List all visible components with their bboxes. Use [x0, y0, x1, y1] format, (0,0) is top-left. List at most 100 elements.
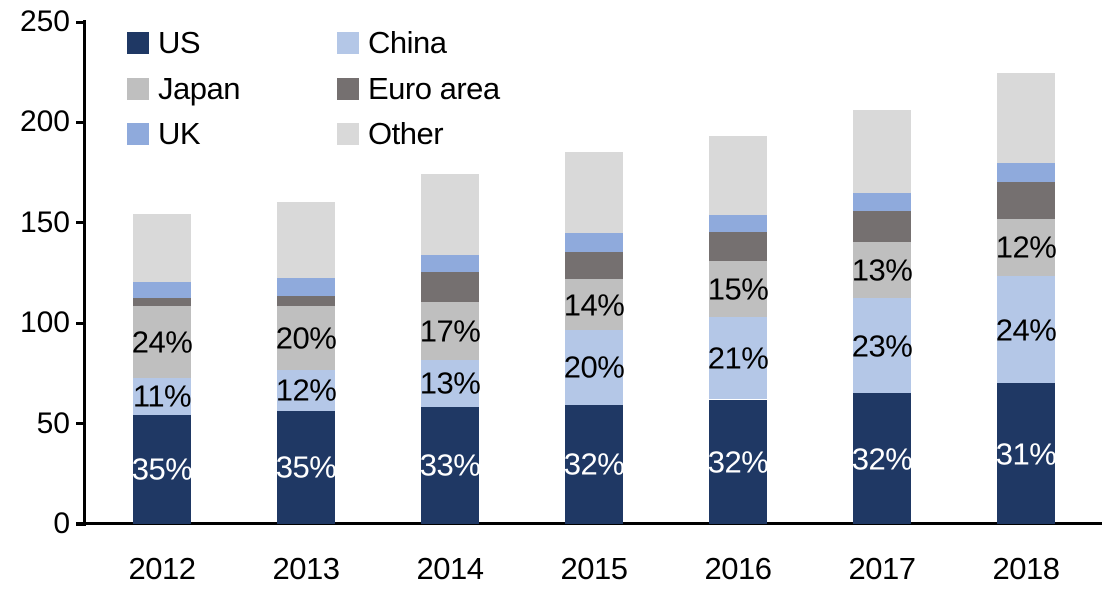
bar-2013-segment-uk	[277, 278, 335, 297]
legend-label-japan: Japan	[158, 70, 240, 106]
x-axis-label-2014: 2014	[416, 551, 484, 586]
legend-swatch-us	[127, 32, 149, 54]
legend-swatch-other	[337, 123, 359, 145]
data-label-china-2016: 21%	[707, 340, 769, 376]
bar-2014-segment-uk	[421, 254, 479, 272]
bar-2016-segment-japan	[709, 260, 767, 318]
legend-item-uk: UK	[127, 116, 201, 151]
x-axis-label-2017: 2017	[848, 551, 916, 586]
legend-label-us: US	[158, 25, 201, 60]
bar-2012-segment-euro-area	[133, 298, 191, 307]
bar-2015-segment-japan	[565, 279, 623, 331]
data-label-us-2017: 32%	[851, 441, 913, 477]
bar-2016-segment-uk	[709, 214, 767, 232]
bar-2016-segment-china	[709, 317, 767, 400]
data-label-china-2018: 24%	[995, 312, 1057, 348]
bar-2013-segment-us	[277, 410, 335, 524]
bar-2017-segment-japan	[853, 241, 911, 299]
data-label-us-2016: 32%	[707, 444, 769, 480]
legend-label-uk: UK	[158, 116, 201, 151]
x-axis-label-2015: 2015	[560, 551, 628, 586]
y-axis-tick-label: 250	[19, 5, 70, 38]
data-label-us-2014: 33%	[419, 447, 481, 483]
bar-2015-segment-us	[565, 404, 623, 524]
bar-2018-segment-other	[997, 73, 1055, 163]
y-axis-tick-label: 50	[36, 406, 70, 440]
bar-2018-segment-uk	[997, 162, 1055, 182]
bar-2013-segment-china	[277, 370, 335, 411]
legend-swatch-china	[337, 32, 359, 54]
legend-swatch-japan	[127, 77, 149, 100]
y-axis-tick	[76, 221, 84, 225]
bar-2017-segment-euro-area	[853, 210, 911, 242]
y-axis-tick-label: 200	[19, 105, 70, 139]
bar-2013-segment-euro-area	[277, 296, 335, 307]
data-label-japan-2015: 14%	[563, 287, 625, 323]
data-label-japan-2016: 15%	[707, 271, 769, 307]
bar-2014-segment-china	[421, 360, 479, 407]
x-axis-label-2013: 2013	[272, 551, 340, 586]
bar-2012-segment-uk	[133, 282, 191, 299]
x-axis-label-2016: 2016	[704, 551, 772, 586]
bar-2013-segment-other	[277, 201, 335, 278]
bar-2018-segment-euro-area	[997, 181, 1055, 219]
bar-2014-segment-euro-area	[421, 271, 479, 303]
bar-2012-segment-china	[133, 378, 191, 415]
data-label-us-2018: 31%	[995, 436, 1057, 472]
y-axis-tick-label: 100	[19, 306, 70, 340]
data-label-japan-2014: 17%	[419, 313, 481, 349]
bar-2015-segment-china	[565, 330, 623, 405]
data-label-china-2017: 23%	[851, 328, 913, 364]
legend-item-china: China	[337, 25, 447, 60]
legend-item-us: US	[127, 25, 201, 60]
data-label-china-2013: 12%	[275, 372, 337, 408]
bar-2018-segment-china	[997, 276, 1055, 384]
data-label-japan-2013: 20%	[275, 320, 337, 356]
bar-2018-segment-japan	[997, 218, 1055, 276]
bar-2017-segment-us	[853, 393, 911, 524]
bar-2014-segment-other	[421, 173, 479, 255]
legend-swatch-euro-area	[337, 77, 359, 100]
data-label-japan-2012: 24%	[131, 324, 193, 360]
bar-2012-segment-other	[133, 213, 191, 283]
x-axis-label-2018: 2018	[992, 551, 1060, 586]
legend-swatch-uk	[127, 123, 149, 145]
bar-2018-segment-us	[997, 383, 1055, 524]
y-axis-tick	[76, 321, 84, 325]
bar-2014-segment-japan	[421, 302, 479, 361]
y-axis-tick	[76, 120, 84, 124]
bar-2017-segment-uk	[853, 192, 911, 211]
legend-item-japan: Japan	[127, 70, 240, 106]
bar-2015-segment-uk	[565, 232, 623, 252]
legend-item-other: Other	[337, 116, 444, 151]
legend-item-euro-area: Euro area	[337, 70, 500, 106]
y-axis-tick	[76, 422, 84, 426]
y-axis-tick	[76, 20, 84, 24]
data-label-us-2012: 35%	[131, 451, 193, 487]
data-label-japan-2018: 12%	[995, 229, 1057, 265]
data-label-japan-2017: 13%	[851, 252, 913, 288]
bar-2017-segment-china	[853, 298, 911, 394]
bar-2016-segment-euro-area	[709, 231, 767, 261]
data-label-china-2015: 20%	[563, 349, 625, 385]
data-label-us-2013: 35%	[275, 449, 337, 485]
data-label-china-2012: 11%	[132, 378, 192, 414]
bar-2015-segment-euro-area	[565, 251, 623, 279]
y-axis-tick-label: 0	[53, 507, 70, 540]
x-axis-label-2012: 2012	[128, 551, 196, 586]
bar-2012-segment-japan	[133, 306, 191, 379]
bar-2013-segment-japan	[277, 306, 335, 371]
bar-2017-segment-other	[853, 110, 911, 193]
y-axis-line	[83, 20, 86, 526]
bar-2016-segment-other	[709, 136, 767, 215]
legend-label-other: Other	[368, 116, 444, 151]
y-axis-tick-label: 150	[19, 205, 70, 239]
bar-2012-segment-us	[133, 414, 191, 524]
bar-2016-segment-us	[709, 399, 767, 524]
legend-label-euro-area: Euro area	[368, 70, 500, 106]
legend-label-china: China	[368, 25, 447, 60]
data-label-china-2014: 13%	[419, 365, 481, 401]
bar-2015-segment-other	[565, 151, 623, 233]
data-label-us-2015: 32%	[563, 446, 625, 482]
